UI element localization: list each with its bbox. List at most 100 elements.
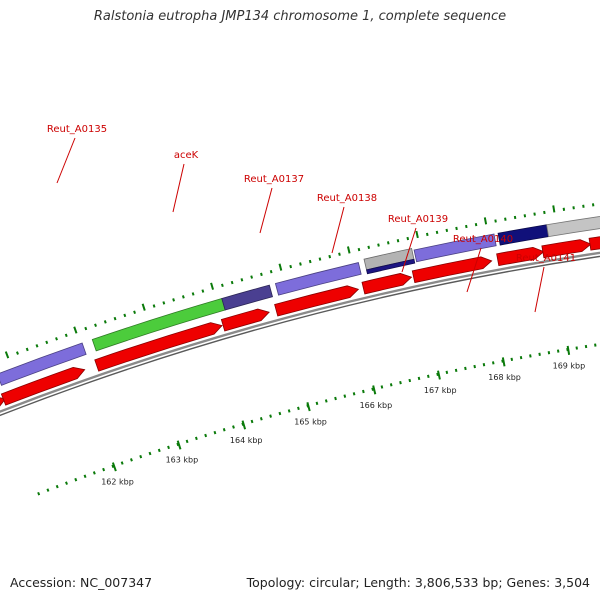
scale-tick <box>157 448 161 453</box>
page-title: Ralstonia eutropha JMP134 chromosome 1, … <box>93 9 507 24</box>
outer-tick <box>103 320 107 324</box>
scale-tick <box>148 451 152 456</box>
scale-tick <box>74 477 78 482</box>
chromosome-backbone <box>0 251 600 417</box>
scale-tick <box>185 439 189 444</box>
outer-tick <box>513 215 517 220</box>
scale-tick <box>139 454 143 459</box>
gene-label: Reut_A0138 <box>317 193 377 204</box>
scale-tick <box>46 488 50 492</box>
scale-tick <box>297 406 300 411</box>
outer-tick <box>172 298 175 302</box>
outer-tick <box>523 214 527 218</box>
scale-tick <box>538 352 541 356</box>
scale-major-tick <box>176 440 182 450</box>
outer-tick <box>474 222 478 227</box>
scale-tick <box>380 385 384 389</box>
scale-tick <box>427 374 430 379</box>
reverse-gene-arrow <box>588 236 600 251</box>
outer-tick <box>191 292 195 296</box>
scale-tick <box>324 399 328 403</box>
gene-leader-line <box>172 163 185 213</box>
scale-tick <box>436 372 439 376</box>
outer-tick <box>162 301 166 305</box>
outer-tick <box>55 337 58 341</box>
scale-tick <box>269 414 272 418</box>
gene-leader-line <box>466 247 482 293</box>
scale-tick <box>120 461 124 465</box>
kbp-label: 162 kbp <box>101 477 134 486</box>
scale-tick <box>130 458 133 462</box>
outer-tick <box>367 245 371 249</box>
outer-tick <box>278 263 283 271</box>
gene-features <box>0 216 600 407</box>
scale-tick <box>362 389 365 394</box>
outer-tick <box>425 232 429 237</box>
scale-tick <box>37 491 41 496</box>
forward-gene-reut-a0135 <box>0 342 87 386</box>
kbp-label: 165 kbp <box>294 418 327 427</box>
scale-tick <box>232 425 235 429</box>
outer-tick <box>415 230 419 239</box>
reverse-gene-arrow <box>94 322 223 372</box>
scale-major-tick <box>372 385 377 395</box>
outer-tick <box>73 326 78 334</box>
scale-tick <box>445 370 449 375</box>
scale-tick <box>510 357 514 362</box>
outer-tick <box>141 303 146 311</box>
scale-tick <box>111 464 115 469</box>
gene-label: Reut_A0139 <box>388 214 448 225</box>
scale-tick <box>259 417 263 421</box>
outer-tick <box>45 340 49 345</box>
reverse-gene-arrow <box>411 256 493 284</box>
gene-label: Reut_A0141 <box>516 253 576 264</box>
outer-tick <box>338 252 341 256</box>
outer-tick <box>494 219 497 223</box>
outer-tick <box>35 344 39 348</box>
reverse-gene-arrow <box>496 246 545 267</box>
scale-major-tick <box>306 402 311 412</box>
outer-tick <box>113 316 117 321</box>
scale-tick <box>408 378 412 383</box>
outer-tick <box>552 205 556 213</box>
scale-tick <box>194 436 198 441</box>
scale-tick <box>371 387 374 391</box>
gene-label: Reut_A0135 <box>47 124 107 135</box>
scale-major-tick <box>437 370 441 380</box>
outer-tick <box>133 310 136 314</box>
outer-tick <box>308 259 312 264</box>
forward-gene-acek <box>221 284 273 311</box>
outer-tick <box>250 275 254 279</box>
outer-tick <box>221 283 224 288</box>
outer-tick <box>4 351 10 359</box>
scale-tick <box>529 354 532 358</box>
outer-tick <box>289 264 293 269</box>
scale-tick <box>213 430 217 435</box>
outer-tick <box>240 278 244 282</box>
kbp-label: 168 kbp <box>488 373 521 382</box>
outer-tick <box>346 246 351 254</box>
outer-tick <box>210 282 215 290</box>
kbp-label: 166 kbp <box>360 401 393 410</box>
reverse-gene-arrow <box>220 308 270 332</box>
forward-gene-reut-a0137 <box>274 262 362 296</box>
scale-tick <box>473 364 476 369</box>
gene-label: Reut_A0140 <box>453 234 513 245</box>
forward-gene-reut-a0141 <box>546 216 600 238</box>
outer-tick <box>181 295 185 299</box>
outer-tick <box>299 262 302 266</box>
scale-major-tick <box>501 357 506 367</box>
kbp-label: 167 kbp <box>424 386 457 395</box>
gene-labels: Reut_A0135 aceK Reut_A0137 Reut_A0138 Reut_A… <box>47 124 576 313</box>
outer-tick <box>94 323 97 327</box>
scale-tick <box>399 380 402 385</box>
scale-tick <box>334 396 337 401</box>
scale-tick <box>83 474 87 479</box>
scale-tick <box>315 401 319 406</box>
outer-tick <box>406 236 410 241</box>
outer-tick <box>396 239 400 243</box>
kbp-label: 169 kbp <box>553 362 586 371</box>
gene-label: aceK <box>174 150 199 161</box>
scale-tick <box>65 481 68 485</box>
